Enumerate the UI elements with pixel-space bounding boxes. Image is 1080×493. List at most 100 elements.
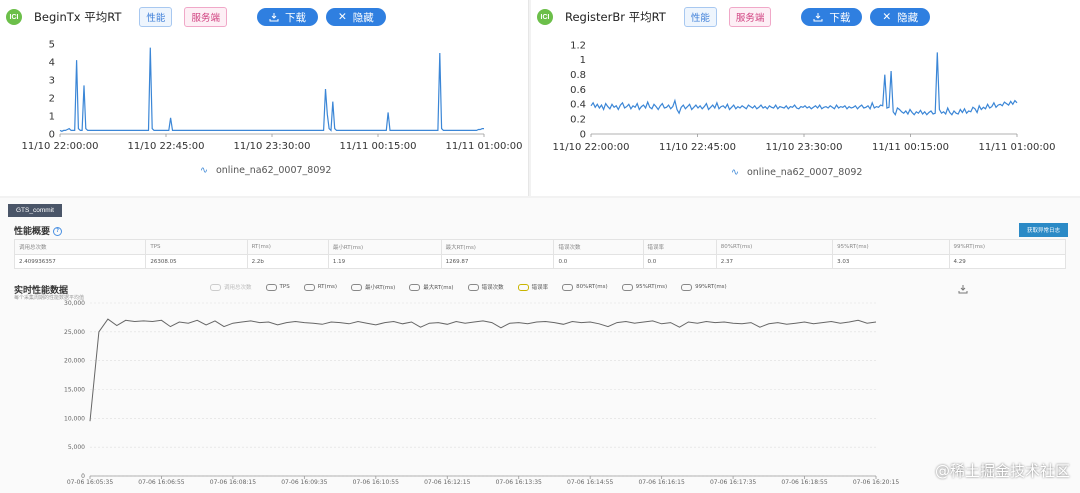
- y-tick-label: 0.2: [570, 115, 586, 126]
- legend-item[interactable]: 错误次数: [467, 283, 504, 291]
- legend-item[interactable]: 调用总次数: [210, 283, 252, 291]
- download-button[interactable]: 下载: [801, 8, 863, 26]
- legend-item[interactable]: TPS: [265, 283, 290, 291]
- realtime-legend: 调用总次数 TPS RT(ms) 最小RT(ms) 最大RT(ms) 错误次数 错误率 80%…: [210, 283, 727, 291]
- y-tick-label: 15,000: [64, 387, 85, 394]
- legend-item[interactable]: 错误率: [517, 283, 549, 291]
- summary-value-cell: 26308.05: [145, 254, 248, 269]
- x-tick-label: 11/11 00:15:00: [872, 142, 949, 153]
- realtime-line-chart[interactable]: 0 5,000 10,000 15,000 20,000 25,000 30,000 07-0…: [0, 298, 1080, 488]
- x-tick-label: 11/11 01:00:00: [979, 142, 1056, 153]
- summary-header-cell: 错误次数: [553, 239, 644, 255]
- performance-section: GTS_commit 性能概要? 获取异常日志 调用总次数 TPS RT(ms) 最小…: [0, 198, 1080, 493]
- registerbr-header: ICI RegisterBr 平均RT 性能 服务端 下载 ✕ 隐藏: [537, 6, 931, 28]
- summary-header-cell: TPS: [145, 239, 248, 255]
- tag-service[interactable]: 服务端: [728, 7, 772, 27]
- x-tick-label: 07-06 16:17:35: [710, 479, 756, 486]
- legend-marker-icon: [467, 283, 479, 291]
- help-icon[interactable]: ?: [53, 227, 63, 236]
- series-line[interactable]: [590, 52, 1018, 117]
- y-tick-label: 0: [81, 473, 85, 480]
- panel-title: BeginTx 平均RT: [34, 10, 122, 24]
- chart-legend[interactable]: ∿ online_na62_0007_8092: [200, 165, 331, 176]
- legend-marker-icon: [350, 283, 362, 291]
- watermark: @稀土掘金技术社区: [934, 462, 1070, 480]
- chart-legend[interactable]: ∿ online_na62_0007_8092: [731, 167, 862, 178]
- y-tick-label: 1: [580, 55, 586, 66]
- legend-label: 错误次数: [481, 285, 504, 291]
- series-line-icon: ∿: [731, 167, 739, 178]
- registerbr-line-chart[interactable]: 0 0.2 0.4 0.6 0.8 1 1.2 11/10 22:00:00 11/10 22:…: [531, 36, 1080, 161]
- summary-header-cell: 错误率: [642, 239, 717, 255]
- summary-value-cell: 1269.87: [440, 254, 555, 269]
- summary-table: 调用总次数 TPS RT(ms) 最小RT(ms) 最大RT(ms) 错误次数 错误率 80%…: [13, 239, 1067, 269]
- legend-label: online_na62_0007_8092: [215, 165, 332, 176]
- y-tick-label: 0.6: [570, 85, 586, 96]
- legend-label: 99%RT(ms): [695, 284, 727, 290]
- x-tick-label: 07-06 16:14:55: [567, 479, 613, 486]
- series-line[interactable]: [59, 47, 484, 132]
- tab-gts-commit[interactable]: GTS_commit: [8, 204, 62, 217]
- hide-button[interactable]: ✕ 隐藏: [870, 8, 931, 26]
- legend-marker-icon: [681, 283, 693, 291]
- legend-item[interactable]: 最小RT(ms): [350, 283, 396, 291]
- panel-title: RegisterBr 平均RT: [565, 10, 666, 24]
- download-icon[interactable]: [958, 284, 968, 294]
- legend-marker-icon: [562, 283, 574, 291]
- legend-marker-icon: [265, 283, 277, 291]
- y-tick-label: 1: [49, 111, 55, 122]
- tag-performance[interactable]: 性能: [139, 7, 173, 27]
- legend-item[interactable]: 80%RT(ms): [562, 283, 608, 291]
- y-tick-label: 3: [49, 75, 55, 86]
- legend-marker-icon: [621, 283, 633, 291]
- legend-label: 错误率: [531, 285, 549, 291]
- close-icon: ✕: [337, 11, 347, 23]
- download-button[interactable]: 下载: [256, 8, 318, 26]
- x-tick-label: 11/10 23:30:00: [234, 141, 311, 152]
- y-tick-label: 1.2: [570, 40, 586, 51]
- y-tick-label: 25,000: [64, 329, 85, 336]
- x-tick-label: 11/11 01:00:00: [446, 141, 523, 152]
- legend-item[interactable]: RT(ms): [303, 283, 337, 291]
- summary-value-cell: 2.2b: [246, 254, 329, 269]
- summary-header-cell: 最大RT(ms): [440, 239, 555, 255]
- legend-item[interactable]: 95%RT(ms): [621, 283, 667, 291]
- summary-header-cell: RT(ms): [246, 239, 329, 255]
- y-tick-label: 5: [49, 39, 55, 50]
- legend-label: online_na62_0007_8092: [746, 167, 863, 178]
- x-tick-label: 11/10 23:30:00: [766, 142, 843, 153]
- y-tick-label: 0: [49, 129, 55, 140]
- y-tick-label: 5,000: [68, 444, 85, 451]
- summary-value-cell: 0.0: [642, 254, 717, 269]
- hide-button[interactable]: ✕ 隐藏: [325, 8, 386, 26]
- summary-value-cell: 4.29: [948, 254, 1067, 269]
- legend-label: 最小RT(ms): [364, 285, 396, 291]
- x-tick-label: 07-06 16:06:55: [138, 479, 184, 486]
- summary-header-row: 调用总次数 TPS RT(ms) 最小RT(ms) 最大RT(ms) 错误次数 错误率 80%…: [13, 239, 1067, 255]
- x-tick-label: 07-06 16:16:15: [638, 479, 684, 486]
- realtime-subtitle: 每个采集周期的性能数据平均值: [14, 295, 85, 301]
- realtime-title: 实时性能数据: [14, 286, 69, 296]
- begintx-line-chart[interactable]: 0 1 2 3 4 5 11/10 22:00:00 11/10 22:45:00 11/10 …: [0, 36, 528, 161]
- series-line[interactable]: [89, 318, 877, 422]
- summary-header-cell: 80%RT(ms): [715, 239, 834, 255]
- download-icon: [269, 13, 279, 22]
- legend-marker-icon: [303, 283, 315, 291]
- legend-marker-icon: [210, 283, 221, 291]
- x-tick-label: 07-06 16:08:15: [210, 479, 256, 486]
- legend-item[interactable]: 99%RT(ms): [681, 283, 727, 291]
- y-tick-label: 0.8: [570, 70, 586, 81]
- app-icon: ICI: [6, 9, 22, 25]
- tag-performance[interactable]: 性能: [683, 7, 717, 27]
- export-error-log-button[interactable]: 获取异常日志: [1018, 223, 1068, 237]
- summary-value-cell: 3.03: [832, 254, 950, 269]
- legend-label: 调用总次数: [224, 285, 252, 291]
- legend-item[interactable]: 最大RT(ms): [409, 283, 454, 291]
- summary-header-cell: 99%RT(ms): [948, 239, 1067, 255]
- tag-service[interactable]: 服务端: [184, 7, 227, 27]
- close-icon: ✕: [882, 11, 892, 23]
- hide-label: 隐藏: [352, 11, 374, 24]
- y-tick-label: 20,000: [64, 358, 85, 365]
- summary-value-cell: 2.37: [715, 254, 834, 269]
- begintx-header: ICI BeginTx 平均RT 性能 服务端 下载 ✕ 隐藏: [6, 6, 386, 28]
